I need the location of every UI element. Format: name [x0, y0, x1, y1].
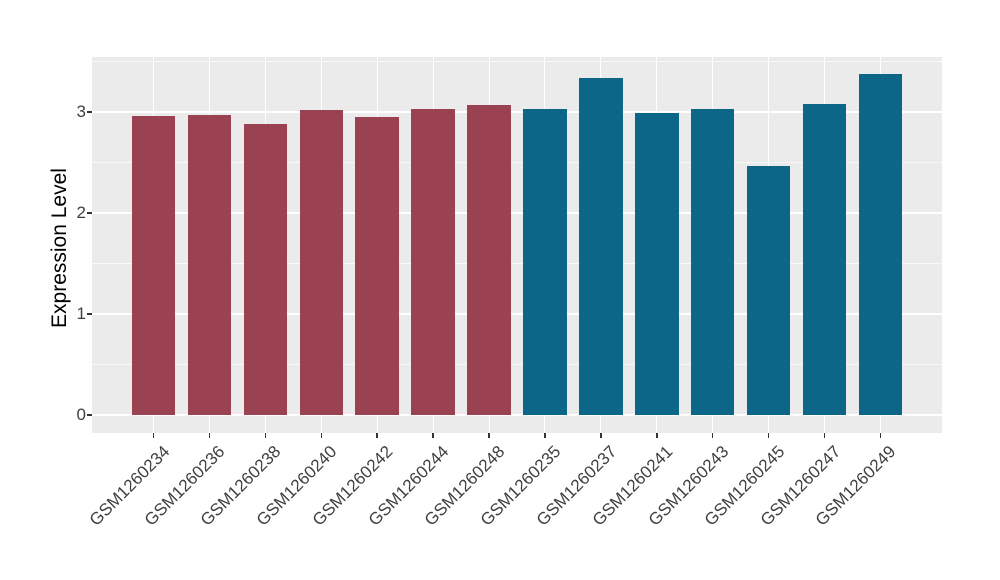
- minor-gridline: [92, 162, 942, 163]
- y-tick-mark: [87, 313, 92, 315]
- y-axis-title: Expression Level: [48, 168, 71, 328]
- plot-panel: [92, 57, 942, 433]
- minor-gridline: [92, 364, 942, 365]
- minor-gridline: [92, 61, 942, 62]
- x-tick-mark: [432, 433, 434, 438]
- major-gridline: [92, 414, 942, 416]
- bar: [299, 109, 344, 415]
- bar: [802, 103, 847, 415]
- x-tick-mark: [544, 433, 546, 438]
- x-tick-mark: [376, 433, 378, 438]
- x-tick-mark: [488, 433, 490, 438]
- x-tick-mark: [600, 433, 602, 438]
- bar: [690, 108, 735, 415]
- major-gridline: [92, 313, 942, 315]
- x-tick-mark: [152, 433, 155, 438]
- bar: [131, 116, 176, 415]
- bar: [355, 117, 399, 415]
- bar: [411, 108, 455, 415]
- bar: [579, 77, 623, 415]
- x-tick-mark: [823, 433, 826, 438]
- major-gridline: [92, 212, 942, 214]
- y-tick-mark: [87, 212, 92, 214]
- y-tick-label: 2: [76, 203, 86, 222]
- y-tick-label: 1: [76, 304, 86, 323]
- bar: [187, 115, 232, 415]
- bar: [746, 165, 791, 415]
- x-tick-mark: [264, 433, 267, 438]
- bar: [635, 113, 679, 415]
- x-tick-mark: [711, 433, 714, 438]
- bar: [523, 108, 567, 415]
- y-tick-label: 0: [76, 405, 86, 424]
- x-tick-mark: [879, 433, 882, 438]
- bar: [858, 73, 903, 415]
- y-tick-mark: [87, 111, 92, 113]
- bar: [467, 104, 511, 415]
- x-tick-mark: [320, 433, 323, 438]
- y-tick-label: 3: [76, 102, 86, 121]
- bar: [243, 124, 288, 415]
- minor-gridline: [92, 263, 942, 264]
- y-tick-mark: [87, 414, 92, 416]
- major-gridline: [92, 111, 942, 113]
- x-tick-mark: [767, 433, 770, 438]
- x-tick-mark: [208, 433, 211, 438]
- x-tick-mark: [656, 433, 658, 438]
